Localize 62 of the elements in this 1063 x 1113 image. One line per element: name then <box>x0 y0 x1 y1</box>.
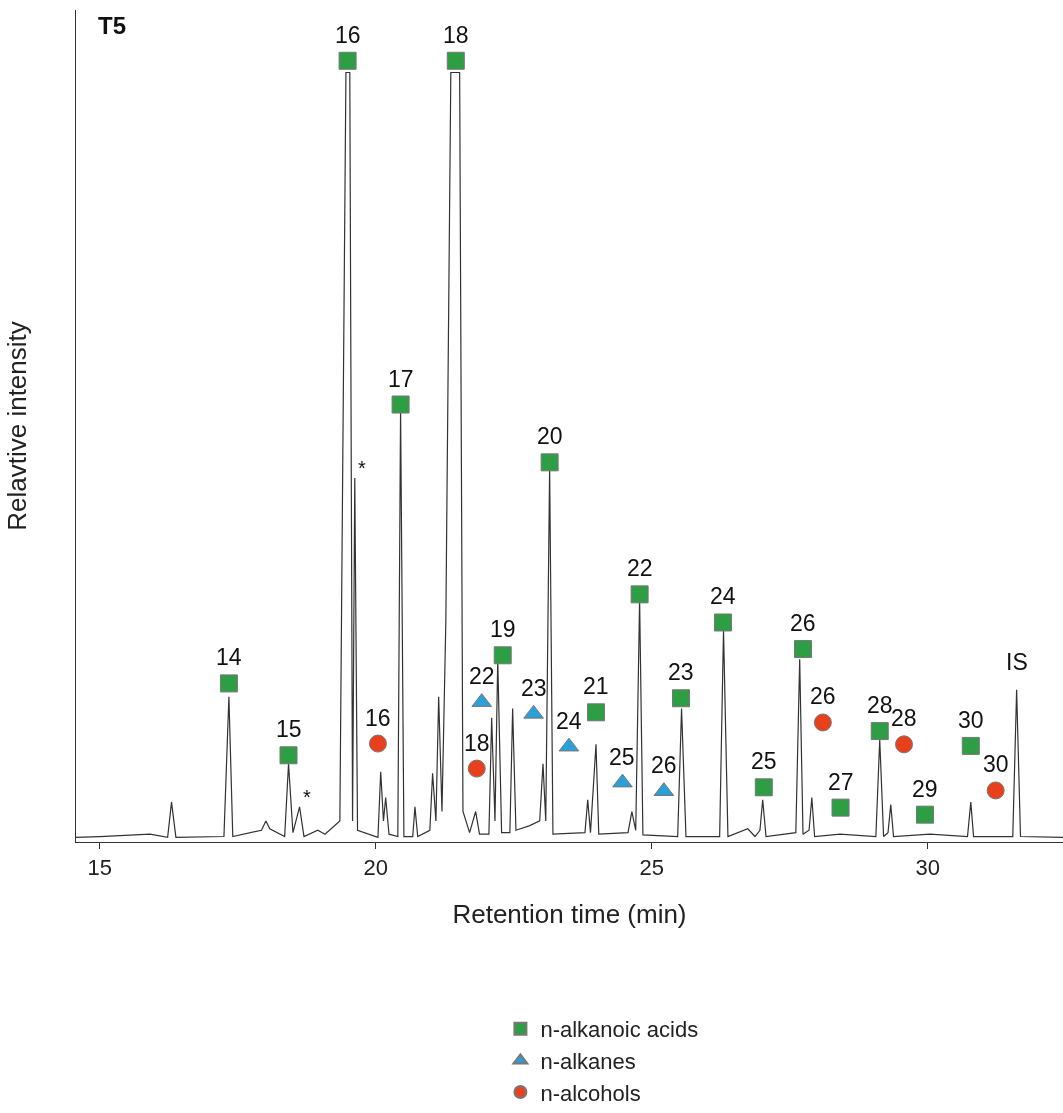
x-tick-label: 25 <box>639 855 664 881</box>
annotation: 20 <box>537 423 563 449</box>
annotation: 22 <box>469 663 495 689</box>
point <box>794 640 812 659</box>
annotation: 24 <box>710 583 736 609</box>
point <box>630 585 649 604</box>
annotation: 23 <box>521 675 547 701</box>
annotation: 16 <box>335 22 361 48</box>
point <box>338 51 357 70</box>
point <box>831 798 850 817</box>
legend-label: n-alkanoic acids <box>540 1017 699 1043</box>
point <box>754 778 773 797</box>
point <box>540 453 559 472</box>
point <box>713 613 732 632</box>
annotation: IS <box>1006 649 1028 675</box>
annotation: 15 <box>276 716 302 742</box>
annotation: 27 <box>828 769 854 795</box>
point <box>870 722 889 741</box>
annotation: 18 <box>464 730 490 756</box>
point <box>391 395 410 414</box>
point <box>446 51 465 70</box>
point <box>895 735 914 754</box>
annotation: 26 <box>790 610 816 636</box>
annotation: 17 <box>388 366 414 392</box>
annotation: 19 <box>490 616 516 642</box>
point <box>961 736 980 755</box>
point <box>467 759 486 778</box>
annotation: 22 <box>627 555 653 581</box>
annotation: 23 <box>668 659 694 685</box>
x-tick-label: 20 <box>363 855 388 881</box>
annotation: 21 <box>583 673 609 699</box>
annotation: 25 <box>751 748 777 774</box>
annotation: * <box>303 786 311 808</box>
annotation: 30 <box>983 751 1009 777</box>
x-tick-label: 15 <box>87 855 112 881</box>
annotation: 26 <box>651 752 677 778</box>
annotation: 26 <box>810 683 836 709</box>
legend-label: n-alkanes <box>540 1048 636 1074</box>
annotation: 18 <box>443 22 469 48</box>
annotation: 30 <box>958 707 984 733</box>
annotation: 16 <box>365 705 391 731</box>
point <box>813 713 832 732</box>
chart-title: T5 <box>98 12 127 39</box>
annotation: * <box>358 457 366 479</box>
legend-label: n-alcohols <box>540 1080 641 1106</box>
point <box>986 781 1005 800</box>
y-axis-title: Relavtive intensity <box>2 321 33 531</box>
annotation: 14 <box>216 644 242 670</box>
point <box>587 703 605 722</box>
point <box>672 689 691 708</box>
point <box>219 674 238 693</box>
annotation: 25 <box>609 744 635 770</box>
x-axis-title: Retention time (min) <box>452 899 687 930</box>
x-tick-label: 30 <box>915 855 940 881</box>
annotation: 28 <box>891 705 917 731</box>
annotation: 29 <box>912 776 938 802</box>
point <box>368 734 387 753</box>
point <box>493 646 512 665</box>
annotation: 28 <box>867 692 893 718</box>
point <box>279 746 298 765</box>
annotation: 24 <box>556 708 582 734</box>
point <box>916 805 934 824</box>
